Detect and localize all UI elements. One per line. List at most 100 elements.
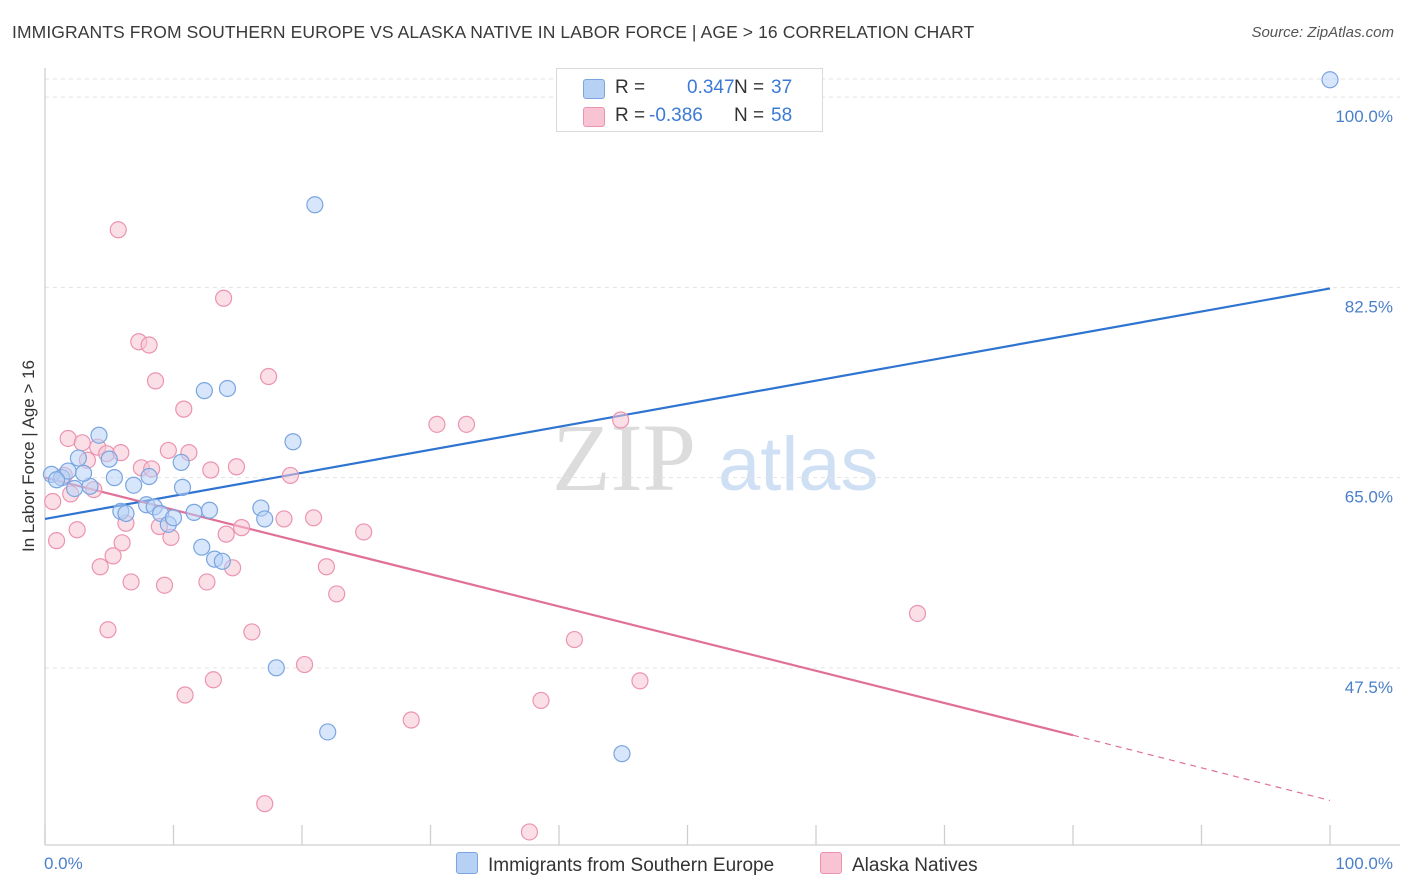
point-immigrants (172, 453, 190, 471)
y-tick-label: 100.0% (1335, 107, 1393, 126)
point-immigrants (69, 449, 88, 467)
point-alaska-natives (215, 289, 233, 307)
point-alaska-natives (233, 519, 251, 537)
point-alaska-natives (304, 509, 323, 527)
point-immigrants (47, 471, 66, 489)
point-immigrants (218, 379, 237, 398)
point-immigrants (284, 433, 302, 451)
legend-n-value: 58 (771, 105, 793, 126)
series-legend: Immigrants from Southern Europe Alaska N… (0, 852, 1406, 878)
point-alaska-natives (47, 532, 66, 550)
legend-r-value: -0.386 (649, 105, 703, 126)
data-points (42, 71, 1339, 841)
point-alaska-natives (217, 525, 235, 543)
point-alaska-natives (113, 534, 131, 552)
point-immigrants (613, 745, 631, 763)
y-tick-label: 82.5% (1345, 297, 1393, 316)
point-immigrants (256, 510, 274, 528)
point-alaska-natives (99, 621, 117, 639)
point-alaska-natives (140, 336, 158, 354)
legend-row-immigrants: R = 0.347 N = 37 (557, 73, 822, 101)
point-immigrants (105, 469, 123, 487)
point-alaska-natives (428, 415, 446, 433)
point-alaska-natives (281, 466, 300, 485)
point-alaska-natives (256, 795, 274, 813)
legend-r-value: 0.347 (687, 77, 735, 98)
chart-title: IMMIGRANTS FROM SOUTHERN EUROPE VS ALASK… (12, 22, 975, 42)
point-alaska-natives (175, 400, 193, 418)
point-immigrants (267, 659, 285, 677)
point-immigrants (173, 478, 192, 496)
legend-r-label: R = (615, 105, 646, 126)
point-immigrants (117, 504, 135, 523)
legend-row-alaska: R = -0.386 N = 58 (557, 101, 822, 129)
point-alaska-natives (44, 492, 62, 511)
point-immigrants (185, 503, 203, 521)
trendlines (44, 287, 1331, 802)
point-alaska-natives (146, 372, 165, 390)
legend-n-label: N = (734, 105, 765, 126)
point-alaska-natives (159, 441, 177, 460)
point-alaska-natives (176, 686, 194, 704)
y-tick-label: 47.5% (1345, 678, 1393, 697)
point-alaska-natives (104, 547, 122, 565)
point-immigrants (1321, 71, 1339, 89)
point-alaska-natives (198, 573, 216, 591)
legend-item-immigrants: Immigrants from Southern Europe (456, 852, 774, 877)
point-immigrants (200, 501, 219, 519)
point-alaska-natives (91, 558, 109, 576)
point-alaska-natives (532, 691, 550, 710)
point-immigrants (125, 476, 143, 494)
legend-r-label: R = (615, 77, 646, 98)
point-immigrants (193, 538, 211, 556)
x-tick-label-end: 100.0% (1335, 854, 1393, 873)
legend-label-immigrants: Immigrants from Southern Europe (488, 855, 775, 876)
point-immigrants (306, 196, 324, 214)
point-alaska-natives (202, 461, 220, 479)
point-immigrants (195, 382, 213, 400)
trendline-alaska-natives (44, 476, 1074, 737)
point-alaska-natives (402, 711, 420, 729)
point-alaska-natives (295, 655, 314, 674)
point-alaska-natives (612, 411, 630, 429)
point-immigrants (319, 723, 337, 741)
point-immigrants (100, 450, 118, 468)
trendline-alaska-natives-extension (1072, 734, 1331, 802)
point-immigrants (74, 464, 93, 482)
point-alaska-natives (259, 367, 278, 386)
point-alaska-natives (565, 630, 584, 649)
trendline-immigrants (44, 287, 1331, 520)
grid (45, 78, 1400, 669)
point-alaska-natives (631, 672, 649, 690)
point-alaska-natives (520, 823, 539, 841)
legend-swatch-pink (583, 107, 605, 127)
point-alaska-natives (275, 510, 293, 528)
point-alaska-natives (227, 458, 246, 476)
point-immigrants (164, 509, 183, 527)
point-alaska-natives (59, 429, 77, 448)
point-alaska-natives (155, 576, 174, 594)
point-immigrants (213, 552, 231, 570)
point-alaska-natives (908, 604, 927, 623)
point-alaska-natives (204, 671, 222, 689)
legend-swatch-blue (583, 79, 605, 99)
point-alaska-natives (73, 434, 91, 452)
y-axis-label: In Labor Force | Age > 16 (19, 360, 38, 552)
y-tick-labels: 47.5% 65.0% 82.5% 100.0% (1335, 107, 1393, 697)
point-immigrants (140, 467, 158, 486)
correlation-legend: R = 0.347 N = 37 R = -0.386 N = 58 (556, 68, 823, 132)
point-immigrants (65, 479, 84, 498)
legend-swatch-pink (820, 852, 842, 874)
x-tick-label-start: 0.0% (44, 854, 83, 873)
point-alaska-natives (328, 585, 346, 603)
source-label: Source: ZipAtlas.com (1251, 24, 1394, 41)
point-alaska-natives (109, 221, 127, 239)
point-alaska-natives (243, 623, 261, 641)
legend-n-label: N = (734, 77, 765, 98)
legend-item-alaska: Alaska Natives (820, 852, 978, 877)
legend-n-value: 37 (771, 77, 793, 98)
x-tick-labels: 0.0% 100.0% (44, 854, 1393, 873)
legend-swatch-blue (456, 852, 478, 874)
watermark-atlas: atlas (718, 422, 879, 507)
